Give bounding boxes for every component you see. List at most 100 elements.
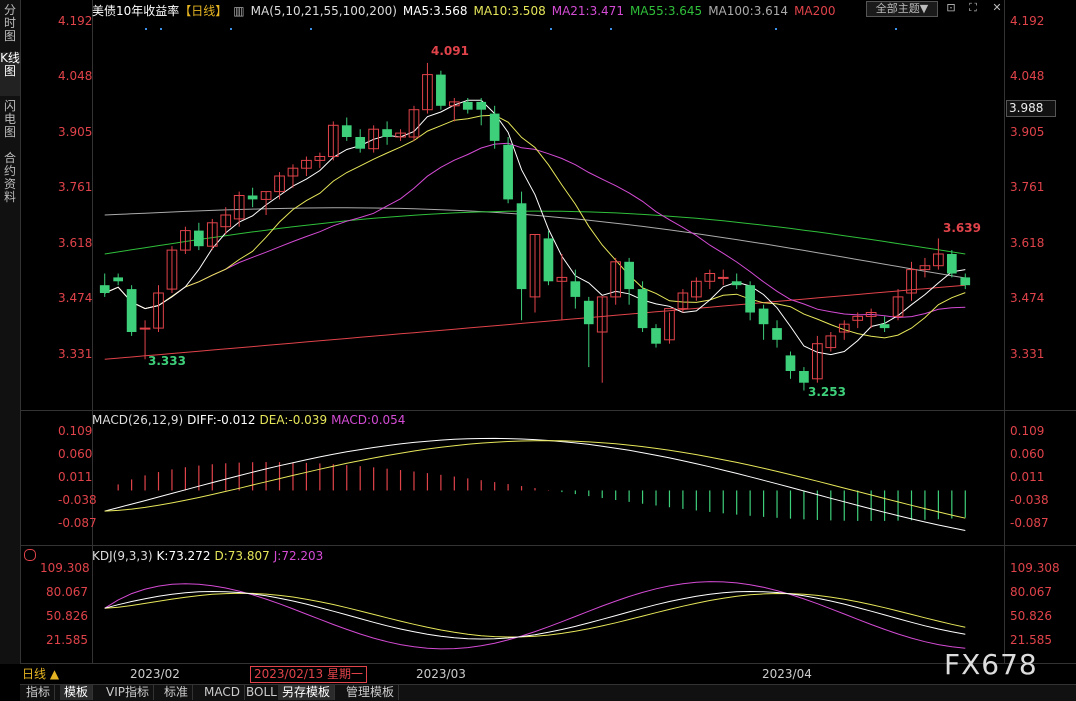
ma21-value: MA21:3.471 <box>551 4 624 18</box>
kdj-settings-icon[interactable] <box>24 549 36 561</box>
macd-tick: 0.109 <box>1010 424 1045 438</box>
price-tick: 4.048 <box>1010 69 1045 83</box>
candle-body <box>247 195 258 200</box>
candle-body <box>301 159 312 169</box>
current-price-label: 3.988 <box>1006 100 1056 117</box>
kdj-tick: 50.826 <box>46 609 88 623</box>
theme-selector-button[interactable]: 全部主题▼ <box>866 1 938 17</box>
tab-vip-indicators[interactable]: VIP指标 <box>102 685 154 700</box>
kdj-header: KDJ(9,3,3) K:73.272 D:73.807 J:72.203 <box>92 549 327 563</box>
macd-tick: -0.038 <box>1010 493 1049 507</box>
ma-settings-icon[interactable]: ▥ <box>233 4 245 18</box>
event-marker <box>895 28 897 30</box>
kdj-tick: 80.067 <box>46 585 88 599</box>
ma100-line <box>104 207 966 279</box>
candle-body <box>731 281 742 286</box>
macd-tick: -0.087 <box>1010 516 1049 530</box>
candle-body <box>717 276 729 279</box>
kdj-tick: 80.067 <box>1010 585 1052 599</box>
ma10-value: MA10:3.508 <box>473 4 546 18</box>
date-tick: 2023/03 <box>416 667 466 681</box>
event-marker <box>310 28 312 30</box>
date-axis-divider <box>20 663 1076 664</box>
low-annotation-right: 3.253 <box>808 385 846 399</box>
candle-body <box>745 285 755 313</box>
ma55-line <box>104 210 966 255</box>
price-tick: 4.192 <box>58 14 93 28</box>
watermark-logo: FX678 <box>944 648 1038 681</box>
ma10-line <box>104 114 966 339</box>
candle-body <box>422 74 433 111</box>
candle-body <box>260 191 272 200</box>
candle-body <box>852 315 864 321</box>
fullscreen-icon[interactable]: ⛶ <box>969 1 977 14</box>
side-tab-flash[interactable]: 闪电图 <box>3 99 16 139</box>
ma100-value: MA100:3.614 <box>708 4 789 18</box>
candle-body <box>785 355 796 371</box>
candle-body <box>664 308 675 341</box>
candle-body <box>691 280 702 298</box>
candle-body <box>355 137 366 149</box>
tab-manage-templates[interactable]: 管理模板 <box>342 685 400 700</box>
ma5-line <box>104 99 966 356</box>
ma200-line <box>104 284 966 360</box>
period-button[interactable]: 日线 ▲ <box>22 667 60 681</box>
candle-body <box>368 128 379 150</box>
candle-body <box>651 328 661 344</box>
ma200-value: MA200 <box>794 4 836 18</box>
macd-header: MACD(26,12,9) DIFF:-0.012 DEA:-0.039 MACD:0… <box>92 413 409 427</box>
date-tick: 2023/02 <box>130 667 180 681</box>
pin-icon[interactable]: ⊡ <box>946 1 956 14</box>
chart-title: 美债10年收益率 <box>92 4 180 18</box>
kdj-j: J:72.203 <box>273 549 324 563</box>
candle-body <box>139 327 151 330</box>
candle-body <box>476 101 487 110</box>
candle-body <box>865 312 877 317</box>
tab-boll[interactable]: BOLL <box>242 685 282 700</box>
price-tick: 3.905 <box>1010 125 1045 139</box>
macd-value: MACD:0.054 <box>331 413 406 427</box>
kdj-tick: 50.826 <box>1010 609 1052 623</box>
macd-tick: -0.038 <box>58 493 97 507</box>
tab-standard[interactable]: 标准 <box>160 685 194 700</box>
candle-body <box>933 253 944 267</box>
macd-dea-line <box>104 440 966 519</box>
side-tab-kline[interactable]: K线图 <box>0 52 20 96</box>
macd-label: MACD(26,12,9) <box>92 413 184 427</box>
candle-body <box>556 276 568 282</box>
candle-body <box>516 203 527 290</box>
candle-body <box>610 261 622 298</box>
kdj-k: K:73.272 <box>156 549 211 563</box>
kdj-d: D:73.807 <box>214 549 270 563</box>
tab-indicators[interactable]: 指标 <box>22 685 56 700</box>
candle-body <box>314 156 326 161</box>
candle-body <box>489 113 500 141</box>
tab-save-template[interactable]: 另存模板 <box>278 685 336 700</box>
side-tab-timeline[interactable]: 分时图 <box>3 3 16 43</box>
candle-body <box>758 308 769 325</box>
left-tab-strip: 分时图 K线图 闪电图 合约资料 <box>0 0 21 664</box>
candle-body <box>772 328 782 340</box>
tab-templates[interactable]: 模板 <box>60 685 94 700</box>
side-tab-contract[interactable]: 合约资料 <box>3 151 16 204</box>
kdj-label: KDJ(9,3,3) <box>92 549 153 563</box>
price-tick: 3.761 <box>58 180 93 194</box>
candle-body <box>206 222 218 247</box>
event-marker <box>230 28 232 30</box>
ma55-value: MA55:3.645 <box>629 4 703 18</box>
kdj-d-line <box>104 592 966 638</box>
event-marker <box>160 28 162 30</box>
macd-diff: DIFF:-0.012 <box>187 413 256 427</box>
candle-body <box>892 296 904 317</box>
close-icon[interactable]: ✕ <box>992 1 1002 14</box>
macd-tick: 0.011 <box>1010 470 1045 484</box>
event-marker <box>610 28 612 30</box>
date-tick: 2023/04 <box>762 667 812 681</box>
macd-tick: 0.060 <box>1010 447 1045 461</box>
candle-body <box>529 234 541 298</box>
candle-body <box>637 289 648 329</box>
ma5-value: MA5:3.568 <box>402 4 468 18</box>
tab-macd[interactable]: MACD <box>200 685 245 700</box>
candle-body <box>946 254 957 274</box>
